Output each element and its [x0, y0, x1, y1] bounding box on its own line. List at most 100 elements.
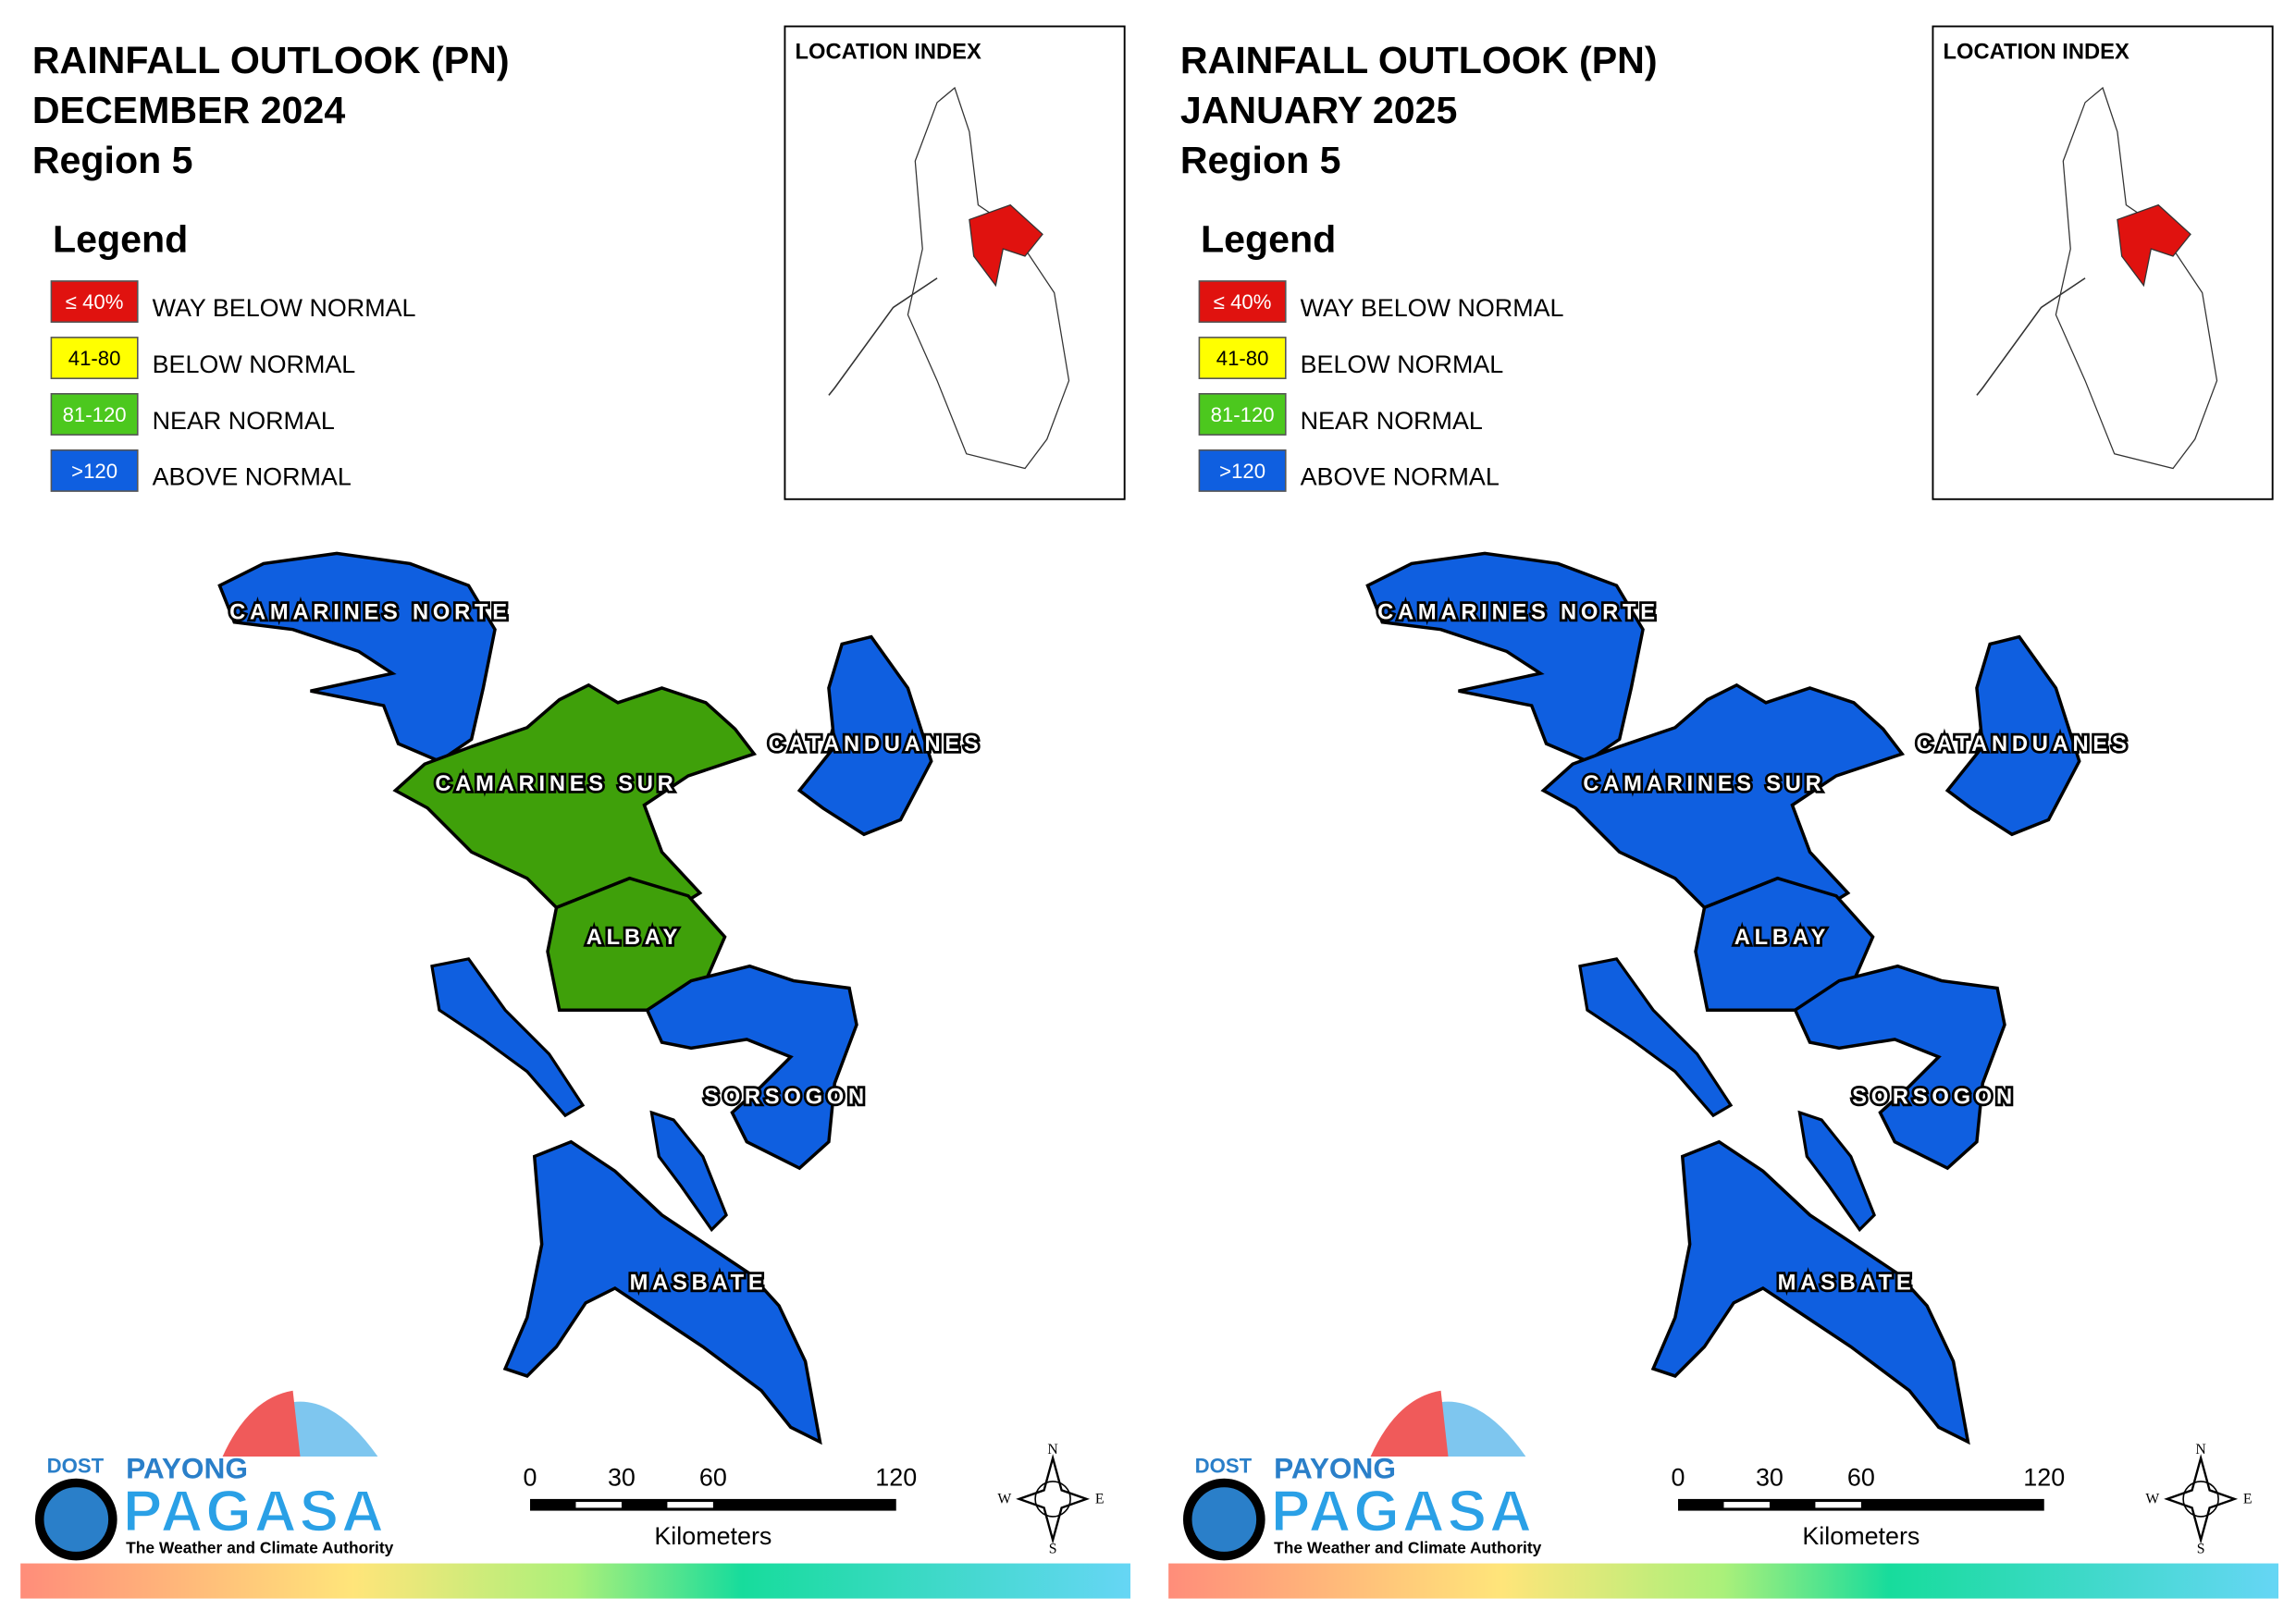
- scale-tick-label: 120: [2023, 1464, 2065, 1492]
- province: [392, 682, 758, 910]
- legend-swatch: [1198, 449, 1287, 492]
- legend-swatch: [50, 449, 139, 492]
- title-line: Region 5: [1180, 139, 1341, 181]
- province: [645, 964, 858, 1171]
- island: [1797, 1110, 1876, 1233]
- compass-star: [2164, 1454, 2239, 1544]
- province-label: CATANDUANES: [769, 732, 983, 756]
- province-label: ALBAY: [586, 926, 682, 950]
- legend-label: NEAR NORMAL: [153, 407, 335, 435]
- compass-letter: W: [997, 1492, 1011, 1507]
- scale-tick-label: 120: [875, 1464, 917, 1492]
- legend-label: BELOW NORMAL: [1301, 350, 1504, 378]
- province-label: MASBATE: [1778, 1272, 1916, 1296]
- legend-range: >120: [71, 460, 117, 483]
- scale-unit: Kilometers: [654, 1522, 772, 1550]
- logo-brand: PAGASA: [123, 1480, 387, 1544]
- province-label: MASBATE: [630, 1272, 768, 1296]
- province-label: CATANDUANES: [1917, 732, 2131, 756]
- province: [502, 1139, 822, 1445]
- panel: RAINFALL OUTLOOK (PN) JANUARY 2025 Region …: [1168, 25, 2279, 1599]
- logo-brand: PAGASA: [1271, 1480, 1535, 1544]
- legend-range: ≤ 40%: [66, 290, 124, 314]
- scale-unit: Kilometers: [1802, 1522, 1920, 1550]
- index-region: [969, 203, 1043, 288]
- compass-letter: S: [2197, 1541, 2205, 1556]
- compass-letter: E: [1095, 1492, 1105, 1507]
- province: [796, 634, 933, 837]
- legend-label: WAY BELOW NORMAL: [1301, 294, 1564, 322]
- index-title: LOCATION INDEX: [1944, 40, 2129, 64]
- index-palawan: [828, 277, 938, 396]
- compass-letter: W: [2145, 1492, 2159, 1507]
- legend-range: 81-120: [63, 403, 127, 426]
- province: [1650, 1139, 1970, 1445]
- legend-range: 41-80: [1216, 347, 1269, 370]
- province-label: CAMARINES SUR: [435, 772, 677, 796]
- compass-ring: [1034, 1481, 1071, 1518]
- logo-brand-top: PAYONG: [1274, 1452, 1396, 1485]
- logo-seal: [34, 1478, 117, 1561]
- compass-letter: S: [1049, 1541, 1057, 1556]
- index-region: [2117, 203, 2191, 288]
- index-palawan: [1976, 277, 2086, 396]
- logo-tagline: The Weather and Climate Authority: [126, 1538, 393, 1556]
- legend-swatch: [1198, 337, 1287, 379]
- title-line: RAINFALL OUTLOOK (PN): [32, 39, 510, 81]
- title-line: Region 5: [32, 139, 193, 181]
- logo-umbrella-red: [222, 1390, 301, 1457]
- scale-tick-label: 30: [1756, 1464, 1784, 1492]
- legend-title: Legend: [1201, 217, 1336, 260]
- legend-range: 81-120: [1211, 403, 1275, 426]
- scale-segment: [1815, 1502, 1861, 1508]
- legend-swatch: [50, 280, 139, 324]
- index-title: LOCATION INDEX: [796, 40, 981, 64]
- logo-agency: DOST: [1195, 1454, 1253, 1477]
- province-label: CAMARINES NORTE: [229, 601, 512, 625]
- legend-title: Legend: [53, 217, 188, 260]
- scale-segment: [1723, 1502, 1770, 1508]
- logo-umbrella-red: [1370, 1390, 1449, 1457]
- island: [1578, 957, 1734, 1118]
- logo-brand-top: PAYONG: [126, 1452, 248, 1485]
- logo-tagline: The Weather and Climate Authority: [1274, 1538, 1541, 1556]
- scale-segment: [667, 1502, 713, 1508]
- legend-label: WAY BELOW NORMAL: [153, 294, 416, 322]
- logo-agency: DOST: [47, 1454, 105, 1477]
- province-label: ALBAY: [1734, 926, 1830, 950]
- island: [430, 957, 586, 1118]
- province: [217, 551, 497, 764]
- scale-tick-label: 30: [608, 1464, 636, 1492]
- rainbow-bar: [20, 1563, 1131, 1599]
- province-label: CAMARINES NORTE: [1377, 601, 1660, 625]
- province: [1944, 634, 2081, 837]
- legend-label: NEAR NORMAL: [1301, 407, 1483, 435]
- province: [1793, 964, 2006, 1171]
- province-label: SORSOGON: [1852, 1086, 2017, 1110]
- province-label: SORSOGON: [704, 1086, 869, 1110]
- scale-tick-label: 60: [1847, 1464, 1875, 1492]
- legend-swatch: [50, 393, 139, 436]
- legend-label: BELOW NORMAL: [153, 350, 356, 378]
- scale-tick-label: 60: [699, 1464, 727, 1492]
- legend-range: >120: [1219, 460, 1265, 483]
- legend-swatch: [1198, 280, 1287, 324]
- legend-range: ≤ 40%: [1214, 290, 1272, 314]
- province: [1365, 551, 1645, 764]
- legend-swatch: [50, 337, 139, 379]
- legend-label: ABOVE NORMAL: [1301, 463, 1500, 491]
- legend-swatch: [1198, 393, 1287, 436]
- title-line: DECEMBER 2024: [32, 89, 346, 131]
- compass-letter: E: [2243, 1492, 2253, 1507]
- rainbow-bar: [1168, 1563, 2279, 1599]
- legend-label: ABOVE NORMAL: [153, 463, 352, 491]
- title-line: RAINFALL OUTLOOK (PN): [1180, 39, 1658, 81]
- title-line: JANUARY 2025: [1180, 89, 1458, 131]
- logo-seal: [1182, 1478, 1265, 1561]
- scale-tick-label: 0: [524, 1464, 537, 1492]
- province: [1540, 682, 1906, 910]
- compass-ring: [2182, 1481, 2219, 1518]
- scale-tick-label: 0: [1672, 1464, 1685, 1492]
- compass-star: [1016, 1454, 1091, 1544]
